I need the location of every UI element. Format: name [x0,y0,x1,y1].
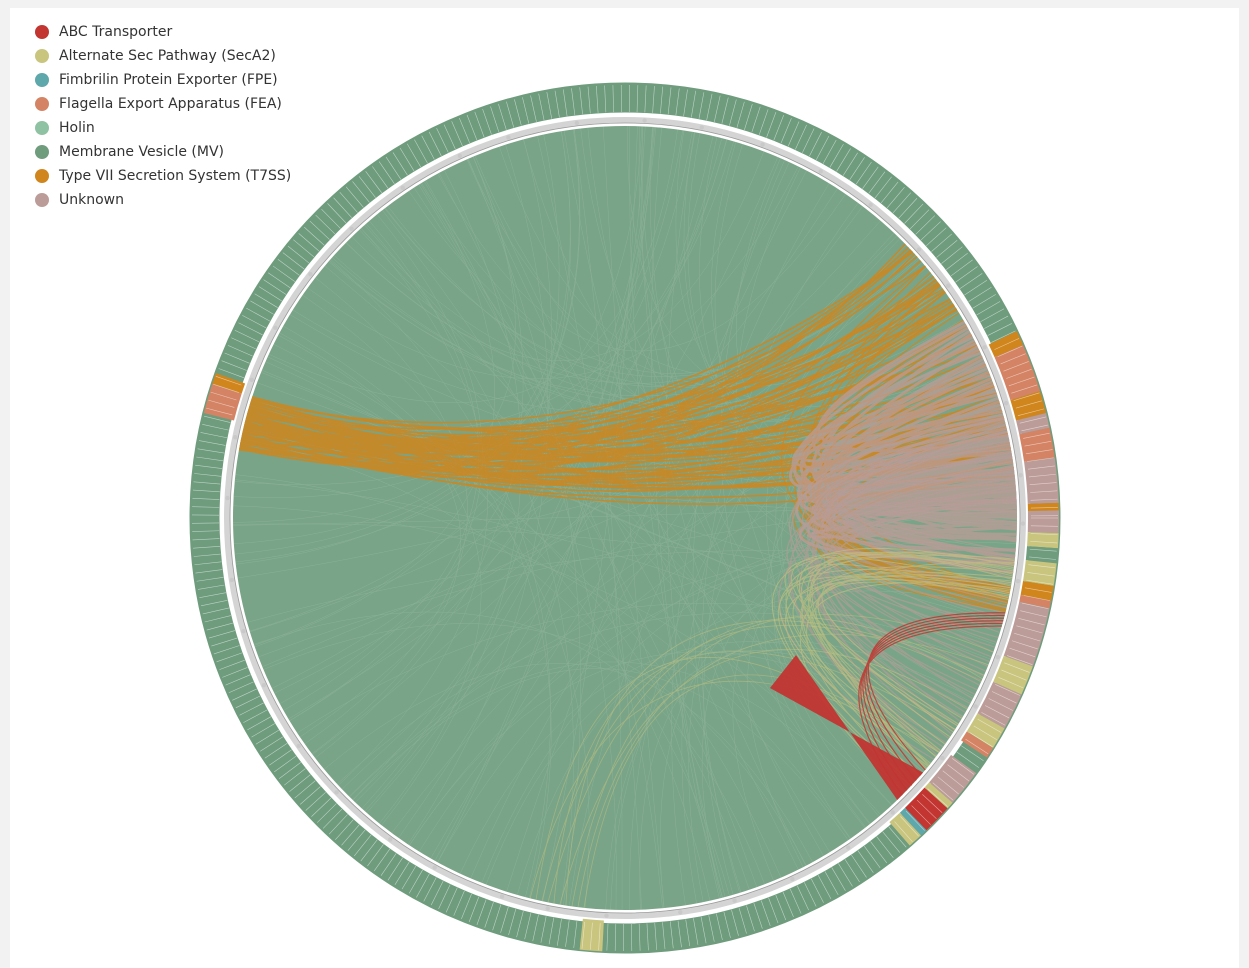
legend-item-fpe[interactable]: Fimbrilin Protein Exporter (FPE) [35,68,291,92]
node-segment [889,812,921,846]
legend-item-seca2[interactable]: Alternate Sec Pathway (SecA2) [35,44,291,68]
node-segment [961,731,994,758]
legend-item-unknown[interactable]: Unknown [35,188,291,212]
axis-inner-line [229,122,1021,914]
node-segment [1027,502,1059,511]
node-segment [1010,391,1047,421]
legend-swatch-mv [35,145,49,159]
axis-circle [224,117,1026,919]
node-segment [899,807,927,836]
node-segment [1024,457,1059,504]
chord-bundle-unknown-2 [778,416,1017,760]
legend-label: ABC Transporter [59,24,173,40]
chord-ribbon-abc [770,655,924,800]
node-segment [966,713,1005,748]
node-segment [1027,532,1059,549]
legend-swatch-fpe [35,73,49,87]
legend-swatch-fea [35,97,49,111]
legend-swatch-unknown [35,193,49,207]
legend-label: Membrane Vesicle (MV) [59,144,225,160]
axis-ring [224,117,1026,919]
node-segment [579,918,604,952]
legend-item-t7ss[interactable]: Type VII Secretion System (T7SS) [35,164,291,188]
node-segment [924,782,953,809]
legend-swatch-abc-transporter [35,25,49,39]
node-ticks [192,85,1058,951]
legend-item-abc-transporter[interactable]: ABC Transporter [35,20,291,44]
node-segment [977,681,1022,729]
legend-item-mv[interactable]: Membrane Vesicle (MV) [35,140,291,164]
node-segment [1023,560,1057,586]
chord-bundle-abc [858,612,1006,796]
legend-label: Unknown [59,192,124,208]
legend-item-fea[interactable]: Flagella Export Apparatus (FEA) [35,92,291,116]
legend-swatch-holin [35,121,49,135]
legend-label: Alternate Sec Pathway (SecA2) [59,48,276,64]
legend-swatch-seca2 [35,49,49,63]
legend-label: Fimbrilin Protein Exporter (FPE) [59,72,278,88]
node-segment [1019,594,1052,609]
node-segment [994,344,1041,401]
node-ring [189,82,1061,954]
legend: ABC Transporter Alternate Sec Pathway (S… [35,20,291,212]
node-segment [993,655,1033,695]
legend-label: Type VII Secretion System (T7SS) [59,168,292,184]
node-segment [1020,581,1054,601]
node-segment [1027,510,1059,534]
chord-ribbons [233,126,1018,910]
legend-swatch-t7ss [35,169,49,183]
legend-label: Holin [59,120,95,136]
axis-markers [225,118,1026,918]
legend-item-holin[interactable]: Holin [35,116,291,140]
legend-label: Flagella Export Apparatus (FEA) [59,96,282,112]
